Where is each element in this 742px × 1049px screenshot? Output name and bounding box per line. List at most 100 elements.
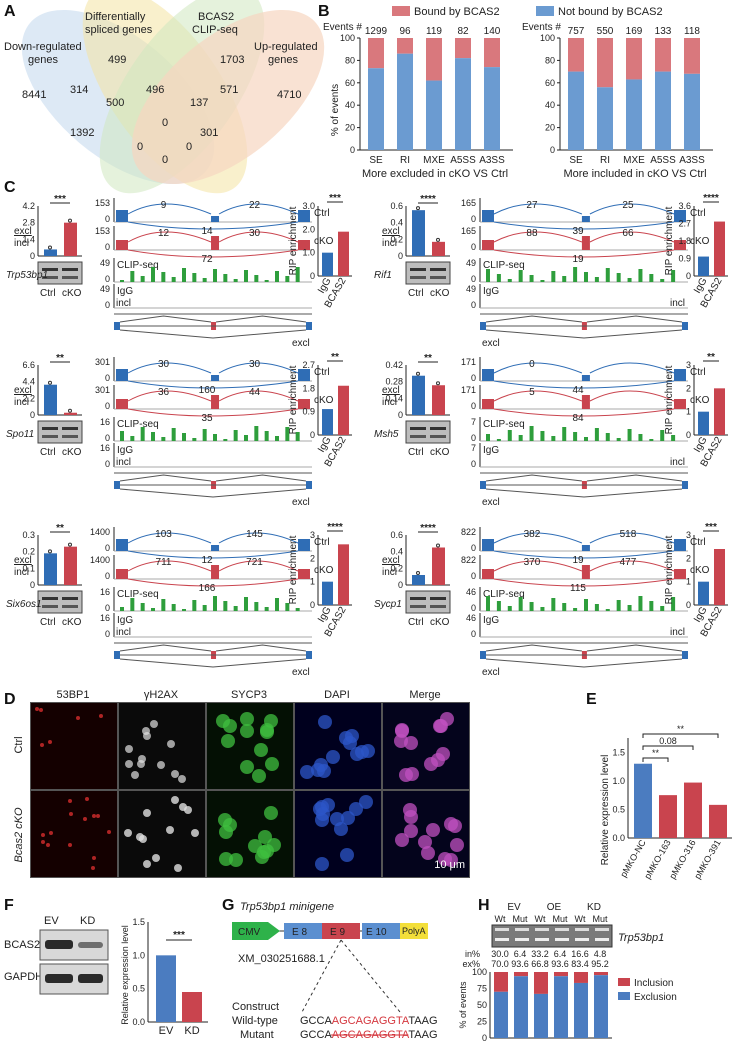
- in-label: in%: [465, 949, 480, 959]
- bar-e: [634, 763, 652, 838]
- junction-arc: [218, 532, 299, 544]
- sig-bracket: [642, 745, 694, 750]
- category-label: MXE: [623, 155, 645, 166]
- legend-not-swatch: [536, 6, 554, 16]
- cell-signal: [340, 847, 355, 862]
- venn-set-spliced-2: spliced genes: [85, 24, 153, 36]
- y-tick-label: 2.7: [302, 360, 315, 370]
- ctrl-label: Ctrl: [408, 447, 424, 458]
- y-tick-label: 1.0: [612, 776, 625, 786]
- gel-band: [410, 597, 426, 600]
- bar-cko: [64, 412, 77, 415]
- clip-label: CLIP-seq: [117, 589, 159, 600]
- y-tick-label: 25: [477, 1017, 487, 1027]
- events-count: 119: [426, 26, 442, 37]
- gel-band: [430, 597, 446, 600]
- bar-ctrl: [44, 249, 57, 256]
- coverage-min: 0: [471, 433, 476, 443]
- junction-count: 0: [529, 359, 535, 370]
- cko-label: cKO: [430, 617, 450, 628]
- cell-signal: [178, 803, 187, 812]
- coverage-min: 0: [471, 214, 476, 224]
- group-label: KD: [587, 902, 601, 913]
- bar-inclusion: [534, 972, 548, 994]
- gel-band: [430, 605, 446, 608]
- events-count: 118: [684, 26, 700, 37]
- junction-count: 30: [249, 359, 261, 370]
- junction-count: 518: [620, 529, 637, 540]
- coverage-block: [482, 369, 494, 381]
- track-label: cKO: [314, 236, 334, 247]
- bar-not-bound: [568, 71, 584, 150]
- coverage-min: 0: [105, 300, 110, 310]
- model-exon: [682, 322, 688, 330]
- coverage-max: 301: [95, 385, 110, 395]
- bar-not-bound: [368, 68, 384, 150]
- data-point: [48, 380, 52, 385]
- coverage-block: [211, 545, 220, 551]
- cell-signal: [143, 860, 152, 869]
- y-tick-label: 0: [310, 271, 315, 281]
- gel-band: [42, 605, 58, 608]
- cell-signal: [40, 840, 45, 845]
- exon-8-label: E 8: [292, 927, 307, 938]
- junction-arc: [493, 532, 583, 544]
- y-tick-label: 2.0: [302, 224, 315, 234]
- cell-signal: [263, 714, 278, 728]
- scale-bar-label: 10 μm: [434, 859, 465, 871]
- junction-arc: [218, 203, 299, 215]
- model-exon: [682, 651, 688, 659]
- ex-value: 93.6: [551, 959, 569, 969]
- gel-band: [535, 938, 549, 941]
- bar-ctrl: [412, 375, 425, 415]
- coverage-block: [581, 375, 590, 381]
- clip-peak: [496, 601, 501, 611]
- bar-exclusion: [574, 982, 588, 1038]
- clip-peak: [605, 268, 610, 282]
- junction-count: 30: [158, 359, 170, 370]
- coverage-min: 0: [105, 373, 110, 383]
- bar-cko: [432, 241, 445, 256]
- micro-col-label: Merge: [409, 689, 440, 701]
- incl-model-label: incl: [116, 298, 131, 309]
- bar-bound: [397, 38, 413, 54]
- y-tick-label: 1.0: [302, 248, 315, 258]
- clip-peak: [573, 608, 578, 611]
- sig-rip: ***: [705, 522, 717, 533]
- clip-peak: [264, 280, 269, 282]
- y-tick-label: 0.5: [612, 804, 625, 814]
- blot-f-kd: KD: [80, 915, 95, 927]
- junction-arc: [493, 380, 675, 389]
- gel-band: [42, 597, 58, 600]
- y-tick-label: 60: [345, 78, 355, 88]
- clip-peak: [295, 432, 300, 441]
- clip-label: CLIP-seq: [117, 419, 159, 430]
- bar-ctrl: [412, 210, 425, 256]
- cell-signal: [178, 774, 187, 783]
- gel-band: [62, 605, 78, 608]
- clip-peak: [486, 596, 490, 611]
- venn-count: 0: [162, 154, 168, 166]
- coverage-max: 1400: [90, 555, 110, 565]
- excl-label: excl: [14, 385, 32, 396]
- sig-bar: ****: [420, 194, 436, 205]
- wt-label: Wild-type: [232, 1015, 278, 1027]
- clip-peak: [182, 609, 186, 611]
- bar-inclusion: [594, 972, 608, 976]
- clip-peak: [551, 598, 556, 611]
- clip-peak: [264, 607, 269, 611]
- incl-label: incl: [14, 397, 29, 408]
- gel-h: [491, 924, 613, 948]
- model-splice: [119, 329, 307, 339]
- clip-peak: [671, 270, 676, 282]
- model-splice: [119, 315, 212, 323]
- coverage-max: 16: [100, 587, 110, 597]
- rip-ylabel: RIP enrichment: [288, 535, 299, 604]
- cell-signal: [137, 760, 145, 768]
- bar-cko: [432, 385, 445, 415]
- y-tick-label: 0.1: [22, 563, 35, 573]
- ex-value: 93.6: [511, 959, 529, 969]
- cell-signal: [433, 718, 448, 733]
- y-tick-label: 2: [310, 553, 315, 563]
